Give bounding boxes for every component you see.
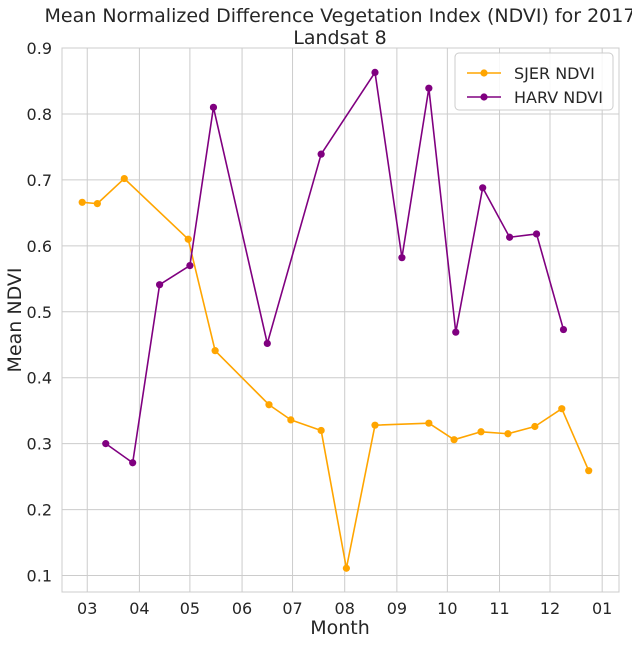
data-point — [287, 416, 295, 424]
data-point — [186, 262, 194, 270]
data-point — [559, 325, 568, 334]
y-tick-label: 0.5 — [27, 303, 52, 322]
series-line — [105, 71, 565, 464]
data-point — [371, 68, 379, 76]
x-tick-label: 10 — [437, 599, 457, 618]
data-point — [479, 184, 487, 192]
x-tick-label: 04 — [129, 599, 149, 618]
data-point — [120, 174, 128, 183]
y-axis-label: Mean NDVI — [4, 268, 26, 373]
legend-label: HARV NDVI — [514, 88, 603, 107]
data-point — [342, 564, 350, 572]
data-point — [156, 281, 164, 289]
data-point — [532, 230, 541, 238]
x-axis-label: Month — [310, 617, 370, 639]
data-point — [371, 421, 379, 429]
data-point — [102, 440, 110, 448]
y-tick-label: 0.4 — [27, 369, 52, 388]
y-tick-label: 0.9 — [27, 39, 52, 58]
data-point — [398, 254, 406, 262]
series-group — [78, 68, 593, 572]
y-tick-label: 0.2 — [27, 501, 52, 520]
data-point — [425, 419, 433, 427]
grid — [62, 47, 619, 592]
data-point — [452, 328, 460, 336]
legend-marker — [480, 93, 488, 101]
x-tick-label: 09 — [387, 599, 407, 618]
data-point — [450, 436, 458, 444]
x-tick-label: 05 — [180, 599, 200, 618]
data-point — [265, 401, 273, 409]
x-tick-label: 01 — [592, 599, 612, 618]
y-tick-label: 0.3 — [27, 435, 52, 454]
data-point — [531, 422, 539, 431]
x-tick-label: 12 — [540, 599, 560, 618]
x-tick-label: 06 — [232, 599, 252, 618]
data-point — [317, 150, 325, 158]
y-tick-label: 0.6 — [27, 237, 52, 256]
x-tick-label: 07 — [282, 599, 302, 618]
data-point — [504, 430, 512, 438]
data-point — [425, 84, 433, 92]
data-point — [78, 198, 86, 206]
data-point — [93, 200, 101, 208]
x-tick-label: 11 — [489, 599, 509, 618]
data-point — [129, 459, 137, 467]
plot-frame — [61, 47, 620, 593]
x-tick-label: 08 — [335, 599, 355, 618]
series-harv-ndvi — [102, 68, 568, 467]
series-sjer-ndvi — [78, 174, 593, 572]
data-point — [506, 233, 514, 241]
chart-subtitle: Landsat 8 — [293, 27, 386, 49]
data-point — [585, 467, 593, 475]
data-point — [263, 339, 271, 348]
legend-marker — [480, 69, 488, 77]
data-point — [558, 405, 566, 413]
legend-box — [454, 52, 614, 111]
chart-title: Mean Normalized Difference Vegetation In… — [45, 5, 632, 27]
data-point — [317, 426, 325, 435]
legend-label: SJER NDVI — [514, 64, 595, 83]
y-tick-label: 0.1 — [27, 567, 52, 586]
data-point — [211, 347, 219, 355]
data-point — [209, 103, 218, 111]
y-tick-label: 0.8 — [27, 105, 52, 124]
tick-labels: 03 04 05 06 07 08 09 10 11 12 01 0.1 0.2 0.3 0.4 0.5 0.6… — [27, 39, 613, 618]
data-point — [184, 235, 192, 243]
x-tick-label: 03 — [77, 599, 97, 618]
legend: SJER NDVI HARV NDVI — [454, 52, 614, 111]
data-point — [477, 428, 485, 436]
y-tick-label: 0.7 — [27, 171, 52, 190]
